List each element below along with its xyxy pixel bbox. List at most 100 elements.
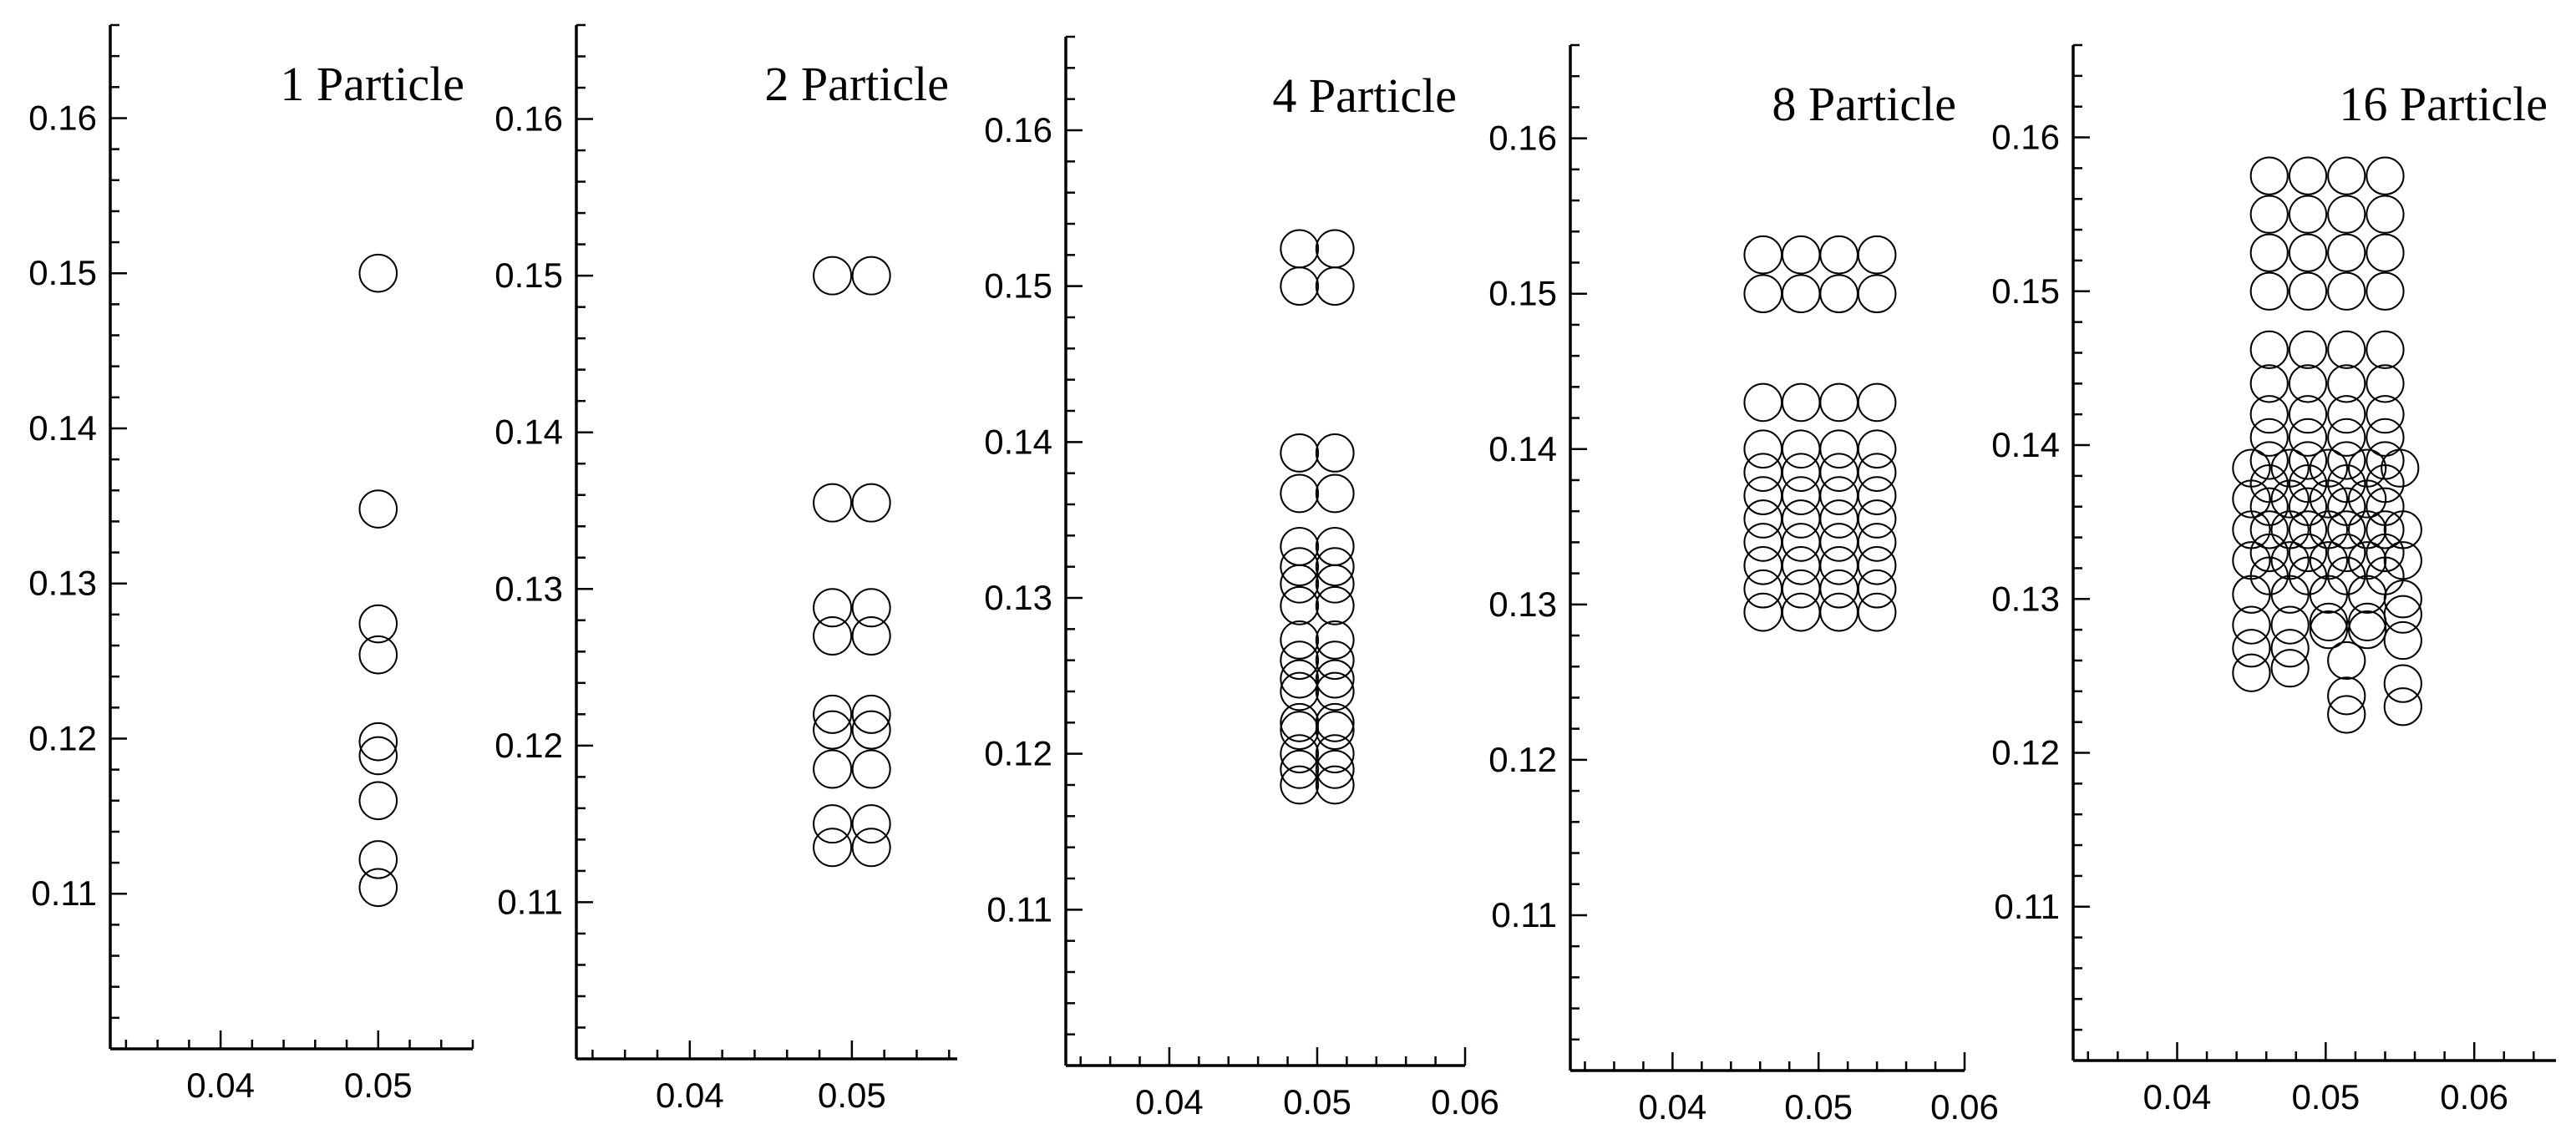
particle-marker [2249, 233, 2289, 272]
particle-marker [1819, 499, 1858, 539]
particle-marker [1743, 476, 1783, 515]
particle-marker [1857, 453, 1897, 492]
particle-marker [2270, 448, 2310, 488]
x-tick-label: 0.04 [656, 1076, 724, 1115]
particle-marker [2232, 479, 2271, 519]
particle-marker [2383, 687, 2422, 727]
particle-marker [1781, 382, 1821, 423]
particle-marker [2348, 610, 2387, 650]
x-tick-label: 0.06 [1930, 1087, 1999, 1124]
particle-marker [813, 804, 853, 844]
particle-marker [1280, 433, 1320, 473]
particle-marker [2383, 541, 2422, 580]
particle-marker [1315, 659, 1355, 699]
particle-marker [358, 604, 398, 644]
x-tick-label: 0.05 [1283, 1082, 1351, 1121]
particle-marker [2288, 364, 2328, 403]
particle-marker [2232, 541, 2271, 580]
particle-marker [2381, 448, 2420, 488]
particle-marker [358, 253, 398, 293]
x-tick-label: 0.05 [2291, 1077, 2360, 1116]
particle-marker [1857, 545, 1897, 585]
particle-marker [2232, 629, 2271, 668]
x-tick-label: 0.05 [344, 1066, 413, 1105]
particle-marker [2348, 479, 2387, 519]
particle-marker [358, 781, 398, 821]
particle-marker [358, 736, 398, 776]
particle-marker [1315, 433, 1355, 473]
particle-marker [1315, 527, 1355, 566]
particle-marker [813, 828, 853, 868]
particle-marker [2249, 395, 2289, 434]
y-tick-label: 0.16 [494, 99, 563, 139]
particle-marker [1743, 382, 1783, 423]
particle-marker [1857, 274, 1897, 314]
particle-marker [2288, 510, 2328, 549]
particle-marker [1315, 711, 1355, 751]
particle-marker [1280, 527, 1320, 566]
particle-marker [1315, 734, 1355, 774]
panel-8-particle: 0.11 0.12 0.13 0.14 0.15 0.16 0.04 0.05 0.06 8 Pa… [1488, 43, 1999, 1124]
particle-marker [2366, 510, 2405, 549]
particle-marker [2327, 441, 2366, 480]
particle-marker [813, 749, 853, 789]
particle-marker [2249, 418, 2289, 457]
panel-title: 2 Particle [764, 57, 949, 111]
particle-marker [1280, 585, 1320, 625]
y-tick-label: 0.15 [494, 256, 563, 295]
particle-marker [2327, 510, 2366, 549]
particle-marker [813, 616, 853, 656]
y-tick-label: 0.14 [984, 422, 1052, 461]
particle-marker [2270, 629, 2310, 668]
particle-marker [2288, 418, 2328, 457]
particle-marker [851, 828, 891, 868]
particle-marker [2366, 233, 2405, 272]
particle-marker [1315, 749, 1355, 789]
particle-marker [2327, 395, 2366, 434]
particle-marker [1315, 547, 1355, 587]
particle-marker [1781, 453, 1821, 492]
particle-marker [1819, 429, 1858, 469]
y-tick-label: 0.14 [28, 408, 97, 448]
particle-marker [2383, 664, 2422, 703]
x-tick-label: 0.06 [1431, 1082, 1499, 1121]
particle-marker [1280, 640, 1320, 681]
particle-marker [1857, 235, 1897, 275]
particle-marker [2366, 395, 2405, 434]
particle-marker [2309, 448, 2349, 488]
particle-marker [813, 483, 853, 523]
y-tick-label: 0.12 [28, 718, 97, 757]
particle-marker [1315, 765, 1355, 805]
particle-marker [1743, 274, 1783, 314]
particle-marker [1781, 592, 1821, 632]
particle-marker [1857, 382, 1897, 423]
particle-marker [1280, 671, 1320, 711]
y-tick-label: 0.16 [1991, 118, 2060, 157]
particle-marker [1781, 235, 1821, 275]
particle-marker [1781, 569, 1821, 609]
particle-marker [2327, 676, 2366, 716]
particle-marker [2249, 364, 2289, 403]
particle-marker [2249, 156, 2289, 195]
y-tick-label: 0.13 [1991, 579, 2060, 618]
y-tick-label: 0.11 [1491, 895, 1557, 934]
particle-marker [358, 635, 398, 675]
particle-marker [2366, 195, 2405, 234]
particle-marker [1819, 523, 1858, 562]
particle-marker [1743, 523, 1783, 562]
y-tick-label: 0.13 [28, 564, 97, 603]
particle-marker [2327, 156, 2366, 195]
particle-marker [1315, 620, 1355, 660]
particle-marker [2383, 580, 2422, 619]
particle-marker [1819, 545, 1858, 585]
particle-marker [2366, 271, 2405, 311]
particle-marker [1857, 499, 1897, 539]
particle-marker [1280, 711, 1320, 751]
particle-marker [2348, 602, 2387, 642]
particle-marker [2366, 330, 2405, 369]
particle-marker [358, 489, 398, 529]
particle-marker [1315, 266, 1355, 306]
y-tick-label: 0.14 [1488, 429, 1557, 468]
particle-marker [1280, 734, 1320, 774]
